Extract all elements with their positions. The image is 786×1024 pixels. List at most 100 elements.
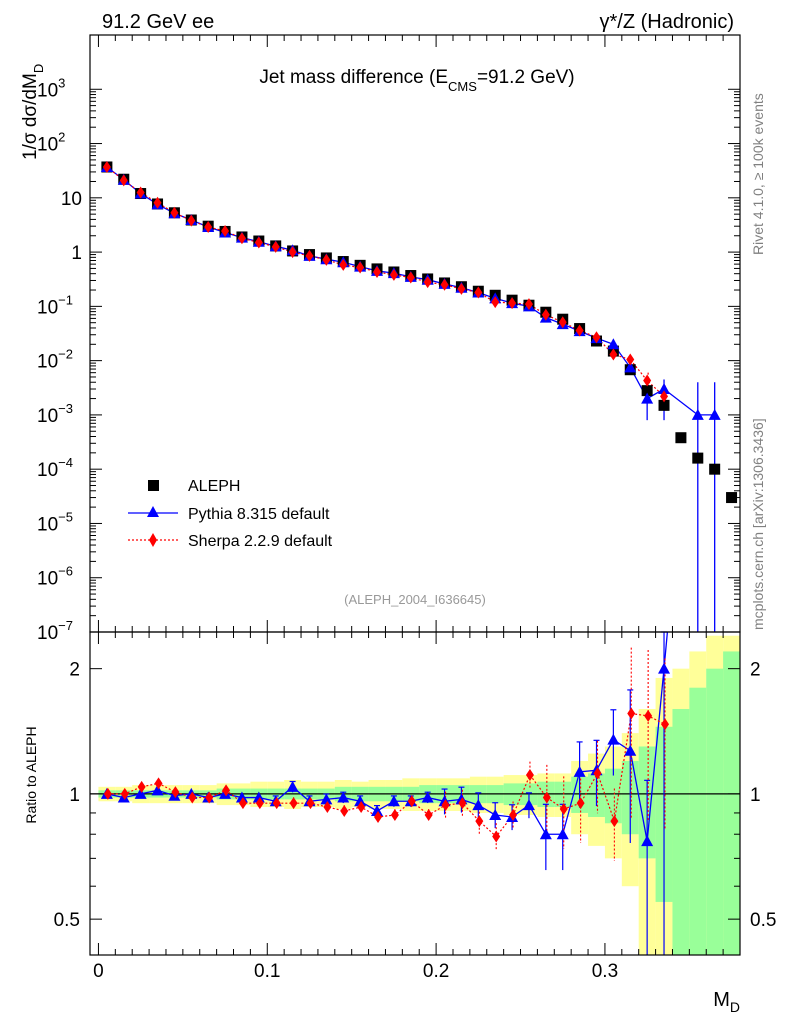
sherpa-ratio-point	[542, 791, 551, 804]
sherpa-point	[136, 186, 145, 199]
tick-exponent: −7	[58, 618, 73, 633]
tick-base: 1	[71, 243, 82, 264]
sherpa-point	[170, 206, 179, 219]
sherpa-point	[406, 271, 415, 284]
sherpa-line	[106, 166, 665, 397]
aleph-point	[658, 399, 670, 411]
sherpa-point	[221, 224, 230, 237]
pythia-ratio-point	[235, 791, 248, 803]
sherpa-ratio-point	[374, 811, 383, 824]
sherpa-ratio-point	[154, 777, 163, 790]
sherpa-point	[254, 236, 263, 249]
tick-base: 10	[37, 460, 58, 481]
legend-aleph-marker	[148, 480, 159, 491]
main-y-tick-label: 10−1	[37, 292, 73, 318]
sherpa-point	[660, 390, 669, 403]
sherpa-point	[592, 331, 601, 344]
sherpa-ratio-point	[205, 791, 214, 804]
main-y-tick-label: 102	[37, 130, 65, 156]
ylabel-sub: D	[31, 64, 46, 73]
pythia-ratio-point	[641, 835, 654, 847]
pythia-ratio-point	[286, 780, 299, 792]
tick-exponent: −1	[58, 292, 73, 307]
main-y-tick-label: 1	[71, 243, 82, 264]
pythia-ratio-point	[624, 744, 637, 756]
sherpa-ratio-point	[306, 797, 315, 810]
sherpa-point	[373, 265, 382, 278]
x-tick-label: 0.2	[423, 961, 449, 982]
aleph-point	[692, 452, 704, 464]
sherpa-ratio-point	[357, 801, 366, 814]
sherpa-point	[288, 246, 297, 259]
sherpa-ratio-point	[340, 804, 349, 817]
legend-aleph-label: ALEPH	[188, 478, 240, 495]
tick-exponent: −3	[58, 401, 73, 416]
tick-exponent: 3	[58, 75, 65, 90]
legend: ALEPH Pythia 8.315 default Sherpa 2.2.9 …	[128, 478, 333, 550]
main-y-tick-label: 10−2	[37, 347, 73, 373]
pythia-ratio-point	[337, 791, 350, 803]
pythia-ratio-point	[573, 765, 586, 777]
sherpa-point	[322, 253, 331, 266]
tick-exponent: −4	[58, 455, 73, 470]
sherpa-point	[339, 258, 348, 271]
sherpa-point	[541, 308, 550, 321]
sherpa-ratio-point	[644, 709, 653, 722]
pythia-ratio-point	[472, 799, 485, 811]
ratio-y-tick-label-right: 2	[750, 660, 761, 681]
sherpa-ratio-point	[458, 797, 467, 810]
x-tick-label: 0.3	[592, 961, 618, 982]
sherpa-ratio-point	[492, 830, 501, 843]
uncertainty-band-green	[672, 708, 690, 955]
sherpa-point	[237, 232, 246, 245]
sherpa-point	[153, 196, 162, 209]
ratio-y-tick-label-left: 1	[69, 785, 80, 806]
ratio-y-axis-label: Ratio to ALEPH	[23, 726, 39, 823]
title-main: Jet mass difference (E	[259, 67, 448, 88]
sherpa-ratio-point	[593, 767, 602, 780]
legend-entry-sherpa: Sherpa 2.2.9 default	[128, 533, 333, 550]
sherpa-point	[305, 249, 314, 262]
legend-pythia-label: Pythia 8.315 default	[188, 506, 330, 523]
tick-exponent: 2	[58, 130, 65, 145]
sherpa-point	[558, 316, 567, 329]
sherpa-ratio-point	[255, 797, 264, 810]
sherpa-ratio-point	[137, 780, 146, 793]
main-y-tick-label: 10−3	[37, 401, 73, 427]
main-y-tick-label: 10	[61, 189, 82, 210]
pythia-point	[691, 408, 704, 420]
main-y-tick-label: 10−5	[37, 509, 73, 535]
ratio-y-tick-label-left: 0.5	[54, 910, 80, 931]
pythia-ratio-point	[607, 733, 620, 745]
tick-base: 10	[37, 352, 58, 373]
x-axis-label: MD	[713, 989, 740, 1015]
mcplots-label: mcplots.cern.ch [arXiv:1306.3436]	[750, 418, 766, 630]
main-y-tick-label: 10−4	[37, 455, 73, 481]
tick-base: 10	[37, 406, 58, 427]
header-right: γ*/Z (Hadronic)	[600, 11, 734, 33]
title-sub: CMS	[448, 79, 477, 94]
x-tick-label: 0.1	[254, 961, 280, 982]
main-y-tick-label: 103	[37, 75, 65, 101]
pythia-ratio-point	[421, 791, 434, 803]
pythia-ratio-point	[134, 787, 147, 799]
pythia-point	[708, 408, 721, 420]
sherpa-point	[609, 348, 618, 361]
sherpa-ratio-point	[120, 787, 129, 800]
tick-base: 10	[37, 569, 58, 590]
sherpa-ratio-point	[188, 791, 197, 804]
sherpa-ratio-point	[407, 795, 416, 808]
ratio-ticks: 0.5 0.5 1 1 2 2 0 0.1 0.2 0.3	[54, 632, 776, 982]
pythia-point	[624, 361, 637, 373]
watermark: (ALEPH_2004_I636645)	[344, 592, 486, 607]
pythia-ratio-point	[151, 784, 164, 796]
sherpa-point	[102, 160, 111, 173]
sherpa-ratio-point	[576, 797, 585, 810]
pythia-ratio-point	[522, 799, 535, 811]
tick-base: 10	[61, 189, 82, 210]
ratio-y-tick-label-right: 0.5	[750, 910, 776, 931]
legend-pythia-marker	[147, 506, 159, 517]
pythia-point	[607, 338, 620, 350]
sherpa-ratio-point	[509, 808, 518, 821]
